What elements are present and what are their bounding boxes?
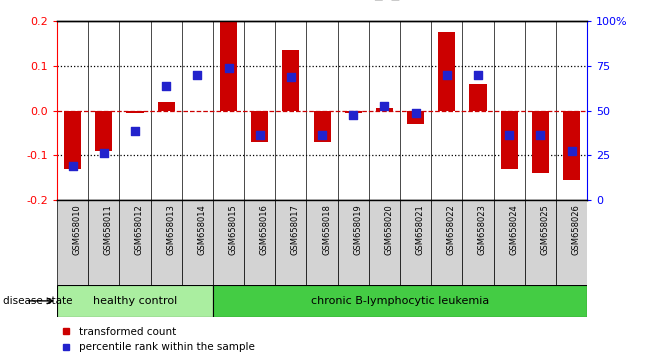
Point bbox=[472, 72, 483, 78]
Text: GSM658011: GSM658011 bbox=[104, 204, 113, 255]
Text: GSM658022: GSM658022 bbox=[447, 204, 456, 255]
Text: GSM658018: GSM658018 bbox=[322, 204, 331, 255]
Bar bbox=[213, 285, 587, 317]
Bar bbox=[400, 200, 431, 285]
Text: GSM658024: GSM658024 bbox=[509, 204, 518, 255]
Bar bbox=[462, 200, 494, 285]
Bar bbox=[563, 110, 580, 180]
Point bbox=[317, 132, 327, 138]
Point bbox=[348, 112, 358, 118]
Bar bbox=[213, 200, 244, 285]
Point bbox=[504, 132, 515, 138]
Bar bbox=[95, 110, 112, 151]
Text: GSM658010: GSM658010 bbox=[72, 204, 82, 255]
Legend: transformed count, percentile rank within the sample: transformed count, percentile rank withi… bbox=[62, 327, 255, 352]
Text: healthy control: healthy control bbox=[93, 296, 177, 306]
Bar bbox=[345, 110, 362, 113]
Text: GSM658016: GSM658016 bbox=[260, 204, 268, 255]
Bar bbox=[494, 200, 525, 285]
Bar bbox=[282, 50, 299, 110]
Bar bbox=[407, 110, 424, 124]
Text: GSM658013: GSM658013 bbox=[166, 204, 175, 255]
Bar bbox=[64, 110, 81, 169]
Bar bbox=[275, 200, 307, 285]
Bar bbox=[119, 200, 150, 285]
Text: GSM658023: GSM658023 bbox=[478, 204, 487, 255]
Text: GSM658012: GSM658012 bbox=[135, 204, 144, 255]
Bar bbox=[501, 110, 518, 169]
Bar bbox=[431, 200, 462, 285]
Bar bbox=[376, 108, 393, 110]
Point bbox=[223, 65, 234, 71]
Text: GSM658026: GSM658026 bbox=[572, 204, 580, 255]
Bar bbox=[126, 110, 144, 113]
Bar bbox=[251, 110, 268, 142]
Bar bbox=[338, 200, 369, 285]
Point bbox=[67, 164, 78, 169]
Bar bbox=[57, 285, 213, 317]
Point bbox=[254, 132, 265, 138]
Point bbox=[161, 83, 172, 89]
Text: GSM658017: GSM658017 bbox=[291, 204, 300, 255]
Bar bbox=[470, 84, 486, 110]
Bar bbox=[88, 200, 119, 285]
Text: disease state: disease state bbox=[3, 296, 73, 306]
Point bbox=[379, 103, 390, 109]
Point bbox=[286, 74, 297, 80]
Bar bbox=[220, 21, 237, 110]
Bar bbox=[556, 200, 587, 285]
Bar bbox=[150, 200, 182, 285]
Bar bbox=[182, 200, 213, 285]
Point bbox=[130, 128, 140, 133]
Text: GSM658021: GSM658021 bbox=[415, 204, 425, 255]
Bar bbox=[369, 200, 400, 285]
Bar bbox=[158, 102, 174, 110]
Point bbox=[442, 72, 452, 78]
Bar bbox=[313, 110, 331, 142]
Point bbox=[192, 72, 203, 78]
Bar bbox=[57, 200, 88, 285]
Bar bbox=[532, 110, 549, 173]
Text: GSM658015: GSM658015 bbox=[229, 204, 238, 255]
Text: GSM658019: GSM658019 bbox=[353, 204, 362, 255]
Bar bbox=[244, 200, 275, 285]
Text: GSM658020: GSM658020 bbox=[384, 204, 393, 255]
Point bbox=[566, 148, 577, 154]
Text: GSM658014: GSM658014 bbox=[197, 204, 207, 255]
Bar bbox=[307, 200, 338, 285]
Point bbox=[410, 110, 421, 116]
Point bbox=[535, 132, 546, 138]
Text: GSM658025: GSM658025 bbox=[540, 204, 550, 255]
Text: chronic B-lymphocytic leukemia: chronic B-lymphocytic leukemia bbox=[311, 296, 489, 306]
Point bbox=[99, 150, 109, 156]
Bar bbox=[525, 200, 556, 285]
Bar bbox=[438, 33, 456, 110]
